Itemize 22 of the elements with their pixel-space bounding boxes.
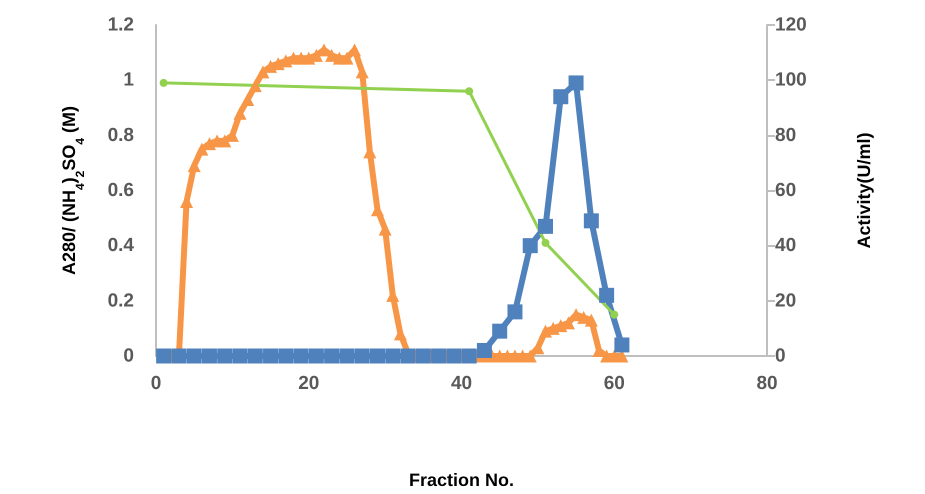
y-tick-label: 1	[123, 70, 134, 91]
y2-axis-title: Activity(U/ml)	[854, 132, 874, 249]
y2-tick-label: 80	[775, 124, 796, 146]
y-tick-label: 1.2	[108, 14, 134, 36]
y-tick-label: 0.4	[108, 235, 134, 256]
y-tick-label: 0.8	[108, 124, 134, 146]
y2-tick-label: 0	[775, 346, 786, 366]
y-axis-title: A280/ (NH4)2SO4 (M)	[59, 106, 87, 276]
y2-tick-label: 100	[775, 70, 807, 91]
y-tick-label: 0	[123, 346, 134, 366]
y2-tick-label: 40	[775, 235, 796, 256]
x-tick-label: 0	[150, 373, 162, 394]
y-tick-label: 0.2	[108, 290, 134, 312]
x-tick-label: 80	[756, 373, 778, 394]
y2-tick-label: 60	[775, 180, 796, 201]
y2-tick-label: 20	[775, 290, 796, 312]
y-tick-label: 0.6	[108, 180, 134, 201]
y2-tick-label: 120	[775, 14, 807, 36]
x-tick-label: 20	[298, 373, 320, 394]
x-tick-label: 60	[604, 373, 625, 394]
x-axis-title: Fraction No.	[408, 470, 514, 490]
x-tick-label: 40	[450, 373, 472, 394]
